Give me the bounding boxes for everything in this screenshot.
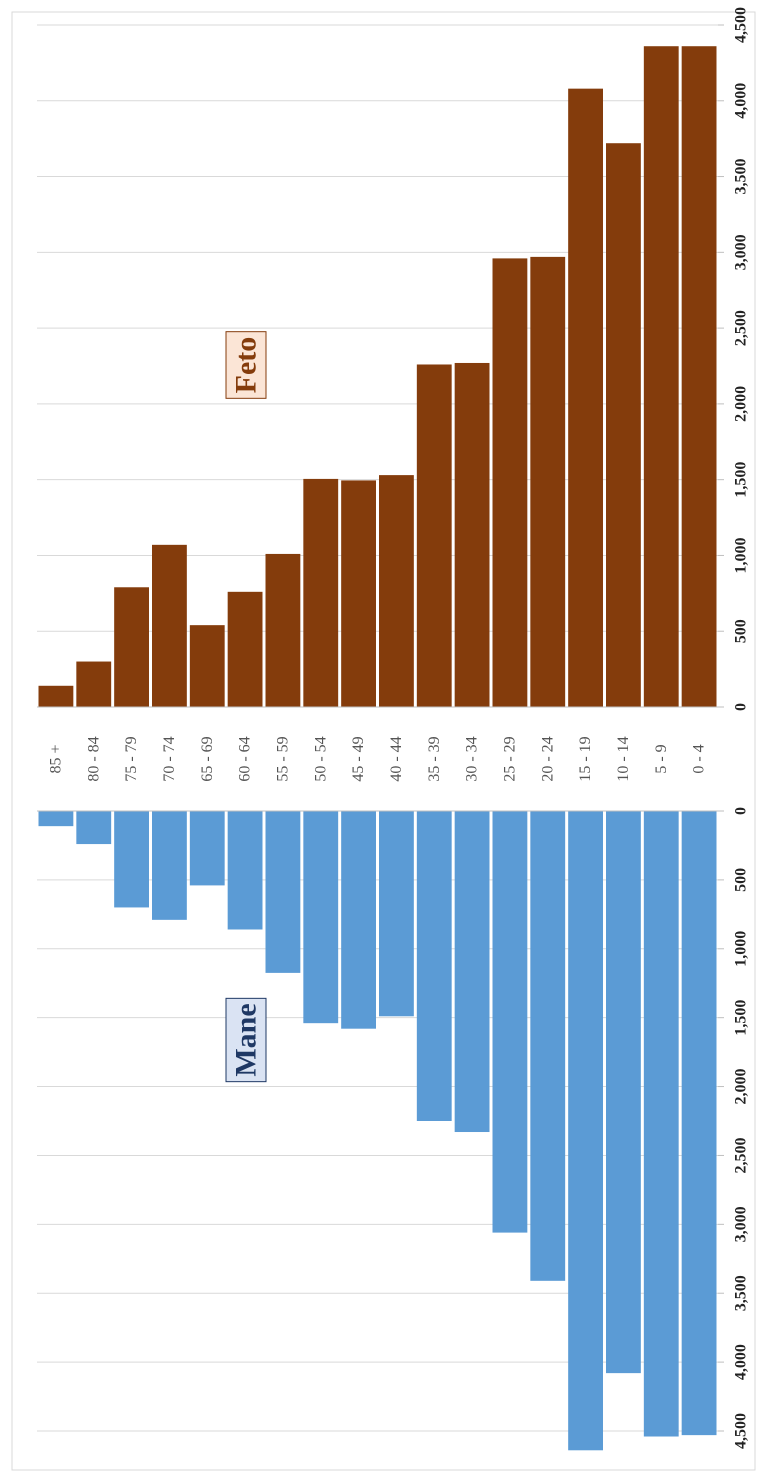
category-label: 50 - 54 [312, 736, 329, 781]
mane-tick-label: 2,000 [733, 1069, 750, 1105]
axis-tick-marks [718, 24, 724, 1432]
mane-bar [341, 811, 376, 1029]
mane-tick-label: 3,000 [733, 1206, 750, 1242]
mane-bar [681, 811, 717, 1436]
feto-bar [265, 553, 301, 707]
feto-tick-label: 2,000 [733, 386, 750, 422]
mane-bar [152, 811, 187, 920]
mane-series-label-text: Mane [230, 1003, 263, 1076]
feto-bar [681, 46, 717, 708]
mane-bar [530, 811, 566, 1281]
feto-tick-label: 4,500 [733, 7, 750, 43]
feto-tick-label: 3,500 [733, 159, 750, 195]
category-label: 65 - 69 [199, 736, 216, 781]
feto-bar [606, 143, 641, 708]
mane-bar [643, 811, 679, 1437]
mane-tick-label: 1,500 [733, 1000, 750, 1036]
category-label: 75 - 79 [123, 736, 140, 781]
feto-bar [492, 258, 528, 707]
mane-tick-label: 4,500 [733, 1413, 750, 1449]
category-label: 80 - 84 [85, 736, 102, 781]
category-label: 55 - 59 [274, 736, 291, 781]
mane-tick-label: 4,000 [733, 1344, 750, 1380]
feto-tick-label: 4,000 [733, 83, 750, 119]
mane-bar [303, 811, 339, 1024]
category-label: 45 - 49 [350, 736, 367, 781]
category-label: 10 - 14 [615, 736, 632, 781]
category-label: 25 - 29 [501, 736, 518, 781]
category-label: 5 - 9 [653, 744, 670, 773]
mane-bar [454, 811, 490, 1133]
feto-series-label: Feto [225, 331, 267, 399]
feto-tick-label: 1,000 [733, 537, 750, 573]
mane-tick-label: 500 [733, 868, 750, 892]
mane-bar [38, 811, 74, 827]
feto-bar [152, 544, 187, 707]
category-label: 0 - 4 [691, 744, 708, 773]
mane-bar [189, 811, 225, 886]
feto-bar [227, 591, 263, 707]
category-labels: 85 + 80 - 84 75 - 79 70 - 74 65 - 69 60 - 64 5… [47, 736, 707, 781]
mane-bar [492, 811, 528, 1233]
category-label: 85 + [47, 744, 64, 773]
mane-bar [114, 811, 149, 908]
feto-bar [530, 256, 566, 707]
category-label: 30 - 34 [464, 736, 481, 781]
feto-bar [341, 480, 376, 707]
feto-panel: 0 500 1,000 1,500 2,000 2,500 3,000 3,500 4,000 4… [37, 7, 750, 711]
feto-series-label-box [225, 331, 267, 399]
mane-series-label-box [225, 997, 267, 1083]
mane-bar [568, 811, 603, 1451]
mane-tick-label: 1,000 [733, 931, 750, 967]
category-label: 20 - 24 [539, 736, 556, 781]
feto-tick-label: 0 [733, 703, 750, 711]
feto-bar [114, 587, 149, 707]
mane-tick-label: 2,500 [733, 1137, 750, 1173]
feto-bar [189, 625, 225, 707]
feto-tick-label: 3,000 [733, 234, 750, 270]
mane-bar [227, 811, 263, 930]
category-label: 70 - 74 [161, 736, 178, 781]
category-label: 40 - 44 [388, 736, 405, 781]
feto-tick-label: 2,500 [733, 310, 750, 346]
feto-bar [38, 685, 74, 707]
feto-bar [568, 88, 603, 708]
mane-tick-label: 3,500 [733, 1275, 750, 1311]
mane-series-label: Mane [225, 997, 267, 1083]
category-label: 60 - 64 [237, 736, 254, 781]
mane-bar [76, 811, 112, 845]
mane-bar [416, 811, 452, 1121]
category-label: 35 - 39 [426, 736, 443, 781]
mane-bar [606, 811, 641, 1374]
feto-tick-label: 1,500 [733, 462, 750, 498]
mane-tick-label: 0 [733, 807, 750, 815]
feto-bar [416, 364, 452, 707]
category-label: 15 - 19 [577, 736, 594, 781]
mane-bar [265, 811, 301, 973]
feto-series-label-text: Feto [230, 337, 263, 394]
feto-bar [303, 478, 339, 707]
feto-bar [454, 362, 490, 707]
feto-bar [643, 46, 679, 708]
feto-bar [379, 475, 414, 707]
feto-tick-label: 500 [733, 619, 750, 643]
chart-border [11, 11, 756, 1471]
mane-bar [379, 811, 414, 1017]
mane-panel: 0 500 1,000 1,500 2,000 2,500 3,000 3,500 4,000 4… [37, 807, 750, 1451]
feto-bar [76, 661, 112, 707]
